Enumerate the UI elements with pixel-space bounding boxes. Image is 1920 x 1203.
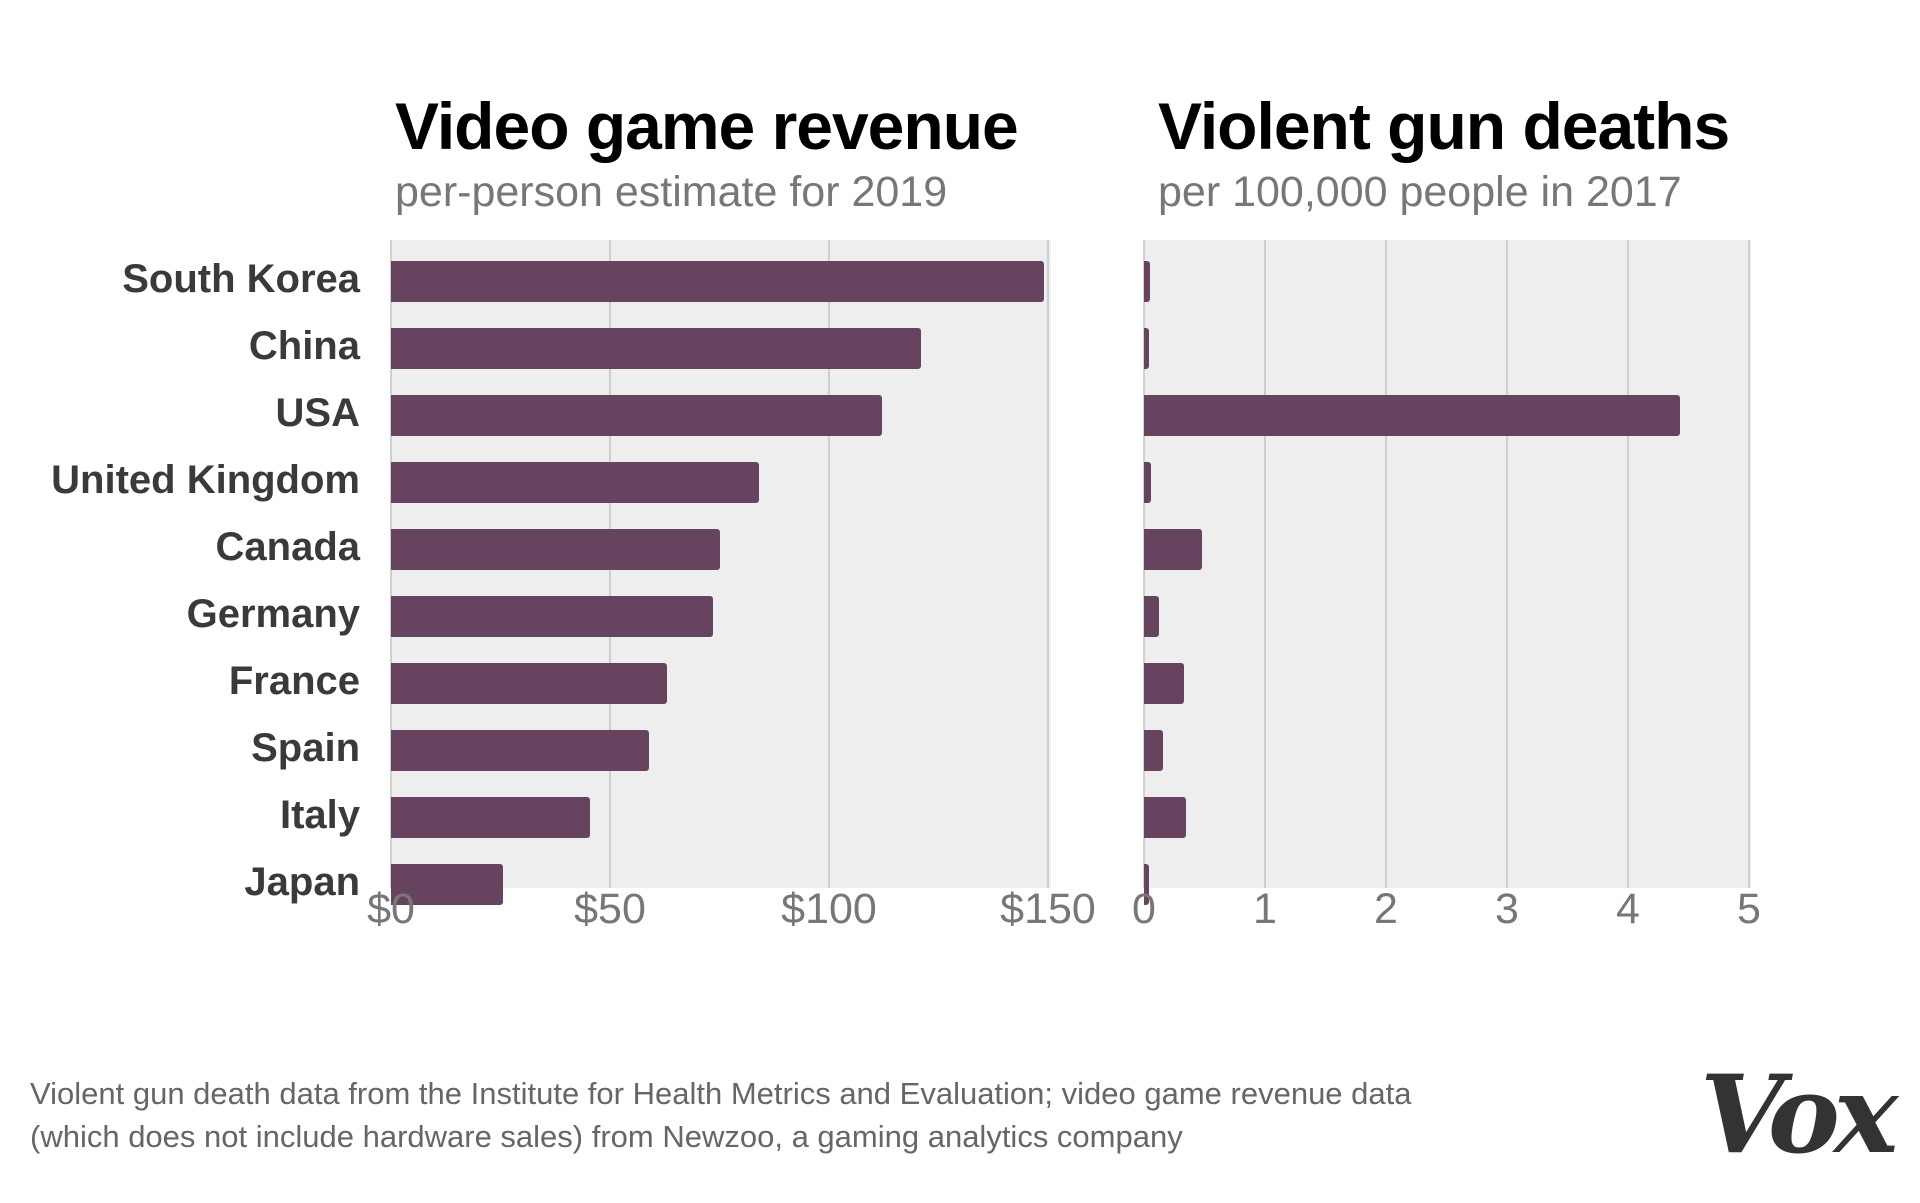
- subtitle-gun-deaths: per 100,000 people in 2017: [1158, 168, 1682, 216]
- bar-italy: [391, 797, 591, 838]
- x-tick-label: $150: [1000, 885, 1096, 933]
- bar-china: [391, 328, 921, 369]
- category-label: Italy: [279, 793, 360, 837]
- category-label: Japan: [244, 860, 360, 904]
- bar-united-kingdom: [1144, 462, 1152, 503]
- bar-spain: [1144, 730, 1164, 771]
- bar-germany: [391, 596, 713, 637]
- gridline: [1748, 240, 1750, 888]
- x-tick-label: $100: [781, 885, 877, 933]
- category-label: France: [228, 659, 360, 703]
- revenue-plot-area: [390, 240, 1051, 905]
- vox-logo: Vox: [1700, 1052, 1898, 1178]
- bar-usa: [1144, 395, 1681, 436]
- bar-france: [391, 663, 667, 704]
- bar-japan: [1144, 864, 1149, 905]
- category-label: South Korea: [122, 257, 360, 301]
- bar-canada: [1144, 529, 1203, 570]
- x-tick-label: $0: [367, 885, 415, 933]
- x-tick-label: $50: [574, 885, 646, 933]
- bar-united-kingdom: [391, 462, 759, 503]
- bar-italy: [1144, 797, 1187, 838]
- gridline: [1264, 240, 1266, 888]
- bar-south-korea: [391, 261, 1044, 302]
- bar-japan: [391, 864, 503, 905]
- bar-france: [1144, 663, 1184, 704]
- bar-germany: [1144, 596, 1159, 637]
- gridline: [1627, 240, 1629, 888]
- category-label: United Kingdom: [51, 458, 360, 502]
- bar-china: [1144, 328, 1149, 369]
- footnote-line-2: (which does not include hardware sales) …: [30, 1119, 1183, 1154]
- title-gun-deaths: Violent gun deaths: [1158, 89, 1730, 163]
- category-label: Canada: [215, 525, 361, 569]
- bar-south-korea: [1144, 261, 1151, 302]
- bar-canada: [391, 529, 720, 570]
- x-tick-label: 1: [1253, 885, 1277, 933]
- footnote: Violent gun death data from the Institut…: [30, 1072, 1412, 1158]
- x-tick-label: 3: [1495, 885, 1519, 933]
- category-label: USA: [275, 391, 360, 435]
- footnote-line-1: Violent gun death data from the Institut…: [30, 1076, 1412, 1111]
- gridline: [1506, 240, 1508, 888]
- x-tick-label: 0: [1132, 885, 1156, 933]
- category-label: Germany: [186, 592, 360, 636]
- category-label: Spain: [251, 726, 360, 770]
- x-tick-label: 5: [1737, 885, 1761, 933]
- bar-usa: [391, 395, 882, 436]
- gridline: [828, 240, 830, 888]
- x-tick-label: 2: [1374, 885, 1398, 933]
- x-tick-label: 4: [1616, 885, 1640, 933]
- gridline: [1385, 240, 1387, 888]
- title-revenue: Video game revenue: [395, 89, 1019, 163]
- gridline: [1047, 240, 1049, 888]
- category-label: China: [248, 324, 360, 368]
- gun-deaths-plot-area: [1143, 240, 1751, 905]
- subtitle-revenue: per-person estimate for 2019: [395, 168, 948, 216]
- bar-spain: [391, 730, 650, 771]
